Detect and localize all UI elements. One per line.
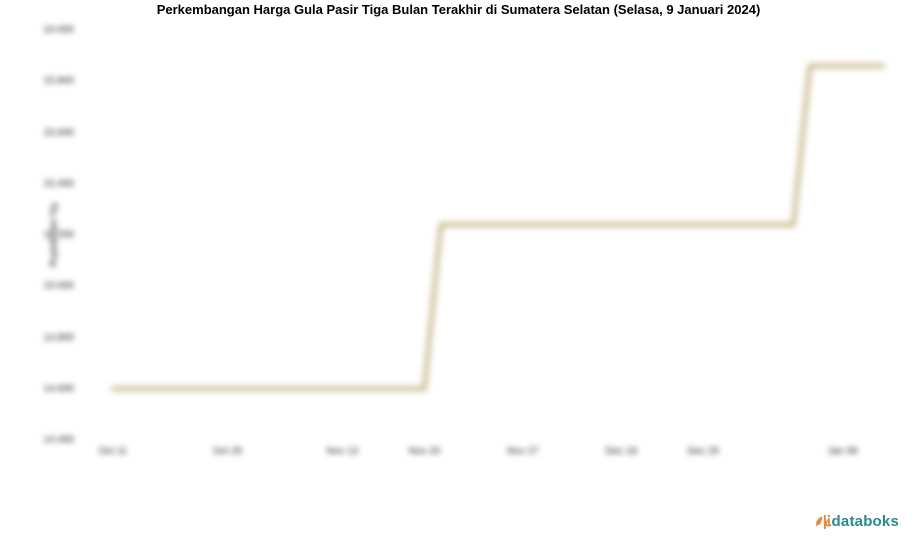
y-tick-label: 15.200: [43, 230, 74, 241]
line-series: [113, 66, 884, 389]
x-tick-label: Dec 25: [687, 446, 719, 457]
databoks-logo: ⸙|⸘databoks: [813, 511, 899, 531]
logo-spark-icon: ⸙|⸘: [813, 513, 829, 530]
line-chart-svg: [80, 30, 900, 440]
x-tick-label: Nov 20: [409, 446, 441, 457]
x-tick-label: Jan 08: [828, 446, 858, 457]
y-tick-label: 14.800: [43, 332, 74, 343]
x-tick-label: Oct 25: [213, 446, 242, 457]
y-tick-label: 16.000: [43, 25, 74, 36]
x-tick-label: Oct 11: [98, 446, 127, 457]
chart-container: Perkembangan Harga Gula Pasir Tiga Bulan…: [0, 0, 917, 547]
plot-area: Rupiah per Kg 14.40014.60014.80015.00015…: [80, 30, 900, 440]
logo-text: databoks: [832, 513, 899, 530]
y-tick-label: 14.400: [43, 435, 74, 446]
x-tick-label: Nov 13: [327, 446, 359, 457]
y-tick-label: 15.400: [43, 178, 74, 189]
y-tick-label: 14.600: [43, 383, 74, 394]
y-tick-label: 15.600: [43, 127, 74, 138]
y-tick-label: 15.800: [43, 76, 74, 87]
x-tick-label: Nov 27: [507, 446, 539, 457]
chart-title: Perkembangan Harga Gula Pasir Tiga Bulan…: [0, 2, 917, 17]
x-tick-label: Dec 18: [605, 446, 637, 457]
y-tick-label: 15.000: [43, 281, 74, 292]
